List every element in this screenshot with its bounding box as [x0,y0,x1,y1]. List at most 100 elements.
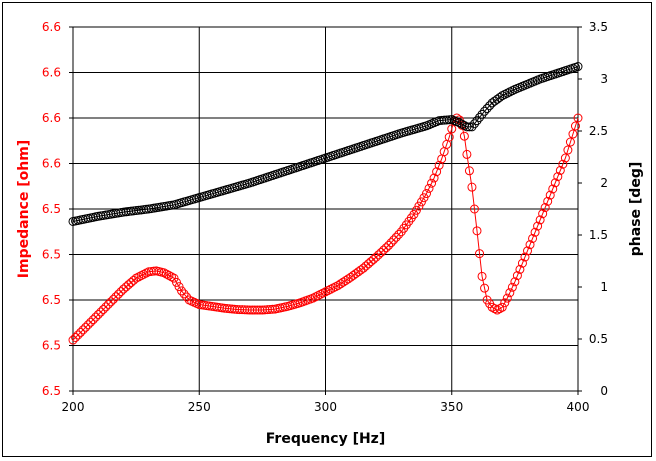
x-tick-label: 300 [314,400,337,414]
data-point [177,286,187,296]
data-point [103,299,113,309]
data-point [467,182,477,192]
data-point [464,122,474,132]
data-point [447,124,457,134]
data-point [83,320,93,330]
data-point [333,280,343,290]
left-tick-label: 6.6 [42,111,61,125]
data-point [422,189,431,199]
data-point [91,312,101,322]
right-tick-label: 2 [600,176,608,190]
left-tick-label: 6.5 [42,384,61,398]
x-axis-title: Frequency [Hz] [266,431,385,447]
data-point [376,248,386,257]
data-point [464,166,474,176]
data-point [371,252,381,262]
data-point [159,268,169,278]
data-point [538,209,548,219]
data-point [108,294,118,304]
data-point [391,232,401,242]
data-point [78,325,88,335]
data-point [555,165,565,175]
data-point [76,327,86,337]
data-point [457,119,467,129]
data-point [573,113,583,123]
data-point [505,288,515,298]
data-point [495,304,505,314]
data-point [454,118,464,128]
data-point [166,272,176,282]
data-point [389,235,399,245]
data-point [161,269,171,279]
impedance-series [68,113,583,345]
data-point [565,137,575,147]
data-point [424,183,434,193]
data-point [525,240,535,250]
right-tick-label: 0.5 [589,332,608,346]
data-point [164,270,174,280]
data-point [462,122,472,132]
data-point [434,160,444,170]
data-point [492,305,502,315]
data-point [558,159,568,169]
data-point [500,298,510,308]
data-point [495,92,505,102]
data-point [550,178,560,188]
x-tick-label: 250 [188,400,211,414]
data-point [523,246,532,256]
x-axis-ticks: 200 250 300 350 400 [62,391,589,414]
data-point [475,249,485,259]
left-axis-ticks: 6.5 6.5 6.5 6.5 6.5 6.6 6.6 6.6 6.6 [42,20,73,398]
data-point [379,245,389,255]
data-point [98,304,108,314]
data-point [139,269,149,279]
data-point [560,153,570,163]
right-axis-ticks: 0 0.5 1 1.5 2 2.5 3 3.5 [578,20,608,398]
left-tick-label: 6.5 [42,202,61,216]
data-point [528,233,538,243]
data-point [93,310,103,320]
data-point [520,252,530,262]
data-point [73,330,83,340]
data-point [169,273,179,283]
data-point [462,149,472,159]
data-point [444,132,454,142]
data-point [507,282,517,292]
right-tick-label: 2.5 [589,124,608,138]
data-point [497,302,507,312]
right-tick-label: 1 [600,280,608,294]
data-point [71,332,81,342]
data-point [374,250,384,260]
data-point [427,178,437,188]
data-point [570,121,580,131]
data-point [174,282,184,292]
data-point [480,283,490,293]
data-point [101,302,111,312]
data-point [310,292,320,302]
right-tick-label: 3 [600,72,608,86]
data-point [472,226,482,236]
data-point [533,221,543,231]
left-tick-label: 6.5 [42,293,61,307]
data-point [429,173,439,183]
data-point [548,184,558,194]
data-point [113,289,123,299]
data-point [469,204,479,214]
data-point [338,277,348,287]
data-point [540,203,550,213]
left-tick-label: 6.6 [42,157,61,171]
data-point [336,279,346,289]
data-point [381,243,391,253]
data-point [394,229,404,239]
data-point [517,258,527,268]
data-point [515,264,525,274]
left-axis-title: Impedance [ohm] [16,140,32,278]
data-point [535,215,545,225]
x-tick-label: 350 [440,400,463,414]
data-point [386,238,396,248]
data-point [111,292,121,302]
data-point [502,293,512,303]
data-point [485,101,495,111]
data-point [68,335,78,345]
